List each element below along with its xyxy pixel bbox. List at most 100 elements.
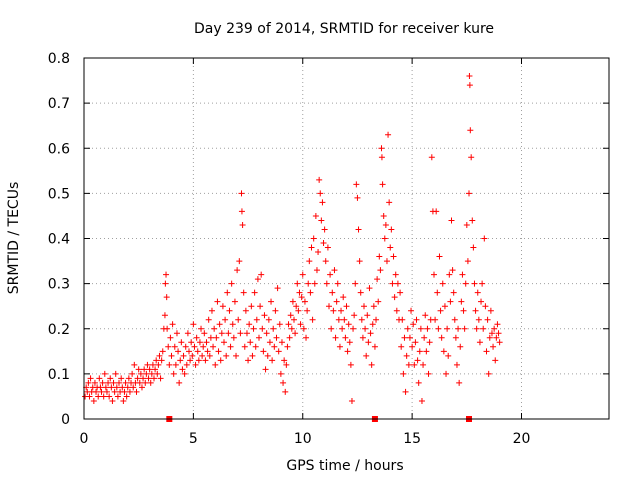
data-point [365,339,372,346]
data-point [379,181,386,188]
data-point [171,343,178,350]
data-point [378,145,385,152]
data-point [421,334,428,341]
data-point [453,361,460,368]
data-point [329,289,336,296]
x-tick-labels: 0 5 10 15 20 [80,431,531,447]
data-point [235,316,242,323]
data-point [188,339,195,346]
y-tick-label: 0.5 [48,186,70,202]
data-point [212,361,219,368]
data-point [475,316,482,323]
data-point [135,366,142,373]
data-point [268,298,275,305]
data-point [410,321,417,328]
data-point [383,258,390,265]
data-point [95,393,102,400]
data-point [140,375,147,382]
data-point [242,307,249,314]
data-point [158,357,165,364]
y-tick-label: 0.3 [48,277,70,293]
data-point [378,154,385,161]
data-point [328,325,335,332]
data-point [423,348,430,355]
data-point [193,334,200,341]
data-point [215,348,222,355]
data-point [189,352,196,359]
data-point [272,307,279,314]
data-point [166,361,173,368]
data-point [90,397,97,404]
data-point [398,343,405,350]
y-tick-label: 0.6 [48,141,70,157]
data-point [394,280,401,287]
data-point [200,343,207,350]
data-point [334,280,341,287]
data-point [317,190,324,197]
data-point [446,271,453,278]
data-point [488,330,495,337]
data-point [304,307,311,314]
data-point [447,298,454,305]
data-point [369,321,376,328]
data-point [105,379,112,386]
x-axis-label: GPS time / hours [286,458,403,474]
data-point [466,73,473,80]
data-point [241,343,248,350]
data-point [224,289,231,296]
data-point [456,379,463,386]
data-point [388,226,395,233]
data-point [277,370,284,377]
data-point [293,303,300,310]
data-point [245,357,252,364]
data-point [275,348,282,355]
data-point [106,393,113,400]
data-point [466,82,473,89]
data-point [422,312,429,319]
data-point [483,348,490,355]
data-point [342,334,349,341]
data-point [491,325,498,332]
data-point [170,370,177,377]
data-point [175,348,182,355]
data-point [169,321,176,328]
data-point [223,352,230,359]
data-point [412,339,419,346]
data-point [238,208,245,215]
data-point [464,258,471,265]
data-point [363,352,370,359]
data-point [143,370,150,377]
data-point [470,244,477,251]
data-point [265,316,272,323]
data-point [187,357,194,364]
data-point [306,258,313,265]
data-point [348,397,355,404]
data-point [214,298,221,305]
data-point [257,303,264,310]
data-point [340,294,347,301]
data-point [238,190,245,197]
data-point [405,361,412,368]
y-tick-labels: 0 0.1 0.2 0.3 0.4 0.5 0.6 0.7 0.8 [48,51,70,428]
data-point [260,348,267,355]
data-point [413,316,420,323]
data-point [374,276,381,283]
data-point [243,330,250,337]
data-point [390,253,397,260]
data-point [273,334,280,341]
data-point [99,379,106,386]
data-point [201,330,208,337]
data-point [239,221,246,228]
data-point [114,393,121,400]
data-point [163,271,170,278]
data-point [148,370,155,377]
data-point [436,253,443,260]
data-point [451,316,458,323]
data-point [478,298,485,305]
axis-ticks [83,57,609,420]
data-point [471,280,478,287]
data-point [120,397,127,404]
data-point [357,289,364,296]
data-point [172,361,179,368]
